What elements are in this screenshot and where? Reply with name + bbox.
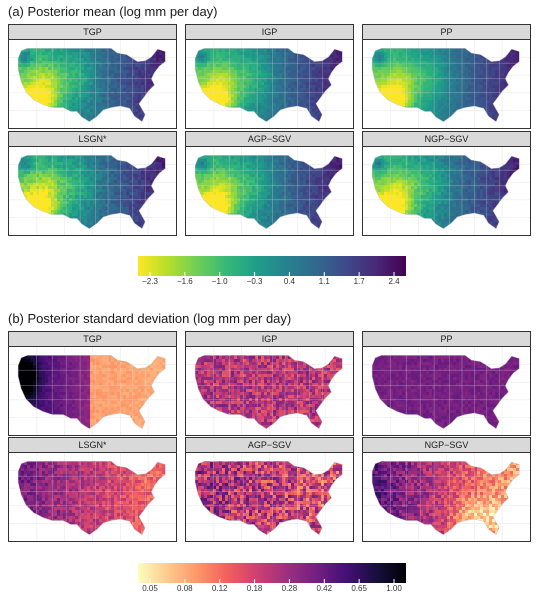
colorbar-tick-label: 2.4 [388,277,400,286]
us-outline [371,461,520,536]
panel-a-ngp-sgv-label: NGP−SGV [362,131,531,147]
panel-b-agp-sgv-label: AGP−SGV [185,437,354,453]
panel-b-igp-label: IGP [185,331,354,347]
panel-b-tgp-label: TGP [8,331,177,347]
panel-b-pp-label: PP [362,331,531,347]
panel-a-tgp: TGP [8,24,177,129]
colorbar-tick-label: 0.18 [246,584,263,593]
colorbar-tick-label: 0.42 [316,584,333,593]
panel-a-lsgn-map [8,147,177,236]
panel-b-tgp: TGP [8,331,177,436]
colorbar-b: 0.05 0.08 0.12 0.18 0.28 0.42 0.65 1.00 [138,563,406,593]
colorbar-b-gradient [138,563,406,583]
panel-a-pp-label: PP [362,24,531,40]
panel-b-ngp-sgv: NGP−SGV [362,437,531,542]
panel-a-igp-map [185,40,354,129]
colorbar-a: −2.3 −1.6 −1.0 −0.3 0.4 1.1 1.7 2.4 [138,256,406,286]
colorbar-tick-label: 0.65 [351,584,367,593]
section-a-title: (a) Posterior mean (log mm per day) [8,4,218,19]
panel-b-pp: PP [362,331,531,436]
colorbar-tick-label: 0.05 [142,584,158,593]
panel-b-lsgn: LSGN* [8,437,177,542]
us-outline [17,155,166,230]
colorbar-tick-label: −1.0 [211,277,228,286]
panel-a-tgp-map [8,40,177,129]
panel-b-lsgn-label: LSGN* [8,437,177,453]
us-outline [194,48,343,123]
colorbar-tick-label: 1.1 [318,277,330,286]
colorbar-tick-label: 0.08 [177,584,193,593]
panel-b-agp-sgv-map [185,453,354,542]
panel-b-agp-sgv: AGP−SGV [185,437,354,542]
section-b-title: (b) Posterior standard deviation (log mm… [8,311,292,326]
us-outline [371,48,520,123]
us-outline [371,155,520,230]
state-boundaries [18,461,166,535]
colorbar-tick-label: −2.3 [142,277,158,286]
panel-b-ngp-sgv-label: NGP−SGV [362,437,531,453]
colorbar-tick-label: −0.3 [246,277,263,286]
colorbar-gradient-rect [138,563,406,583]
colorbar-tick-label: 1.00 [386,584,402,593]
panel-b-igp-map [185,347,354,436]
colorbar-a-gradient [138,256,406,276]
colorbar-gradient-rect [138,256,406,276]
colorbar-tick-label: 0.12 [211,584,228,593]
panel-a-agp-sgv-label: AGP−SGV [185,131,354,147]
us-outline [194,355,343,430]
us-outline [17,48,166,123]
panel-a-lsgn-label: LSGN* [8,131,177,147]
panel-b-ngp-sgv-map [362,453,531,542]
panel-a-lsgn: LSGN* [8,131,177,236]
panel-a-igp: IGP [185,24,354,129]
colorbar-tick-label: 0.28 [281,584,298,593]
us-outline [194,155,343,230]
colorbar-tick-label: −1.6 [176,277,193,286]
panel-a-ngp-sgv: NGP−SGV [362,131,531,236]
us-outline [194,461,343,536]
panel-a-igp-label: IGP [185,24,354,40]
panel-a-tgp-label: TGP [8,24,177,40]
panel-a-pp: PP [362,24,531,129]
panel-a-pp-map [362,40,531,129]
us-outline [371,355,520,430]
colorbar-tick-label: 0.4 [283,277,295,286]
panel-b-pp-map [362,347,531,436]
us-outline [17,355,166,430]
state-boundaries [195,155,343,229]
panel-b-tgp-map [8,347,177,436]
panel-a-agp-sgv: AGP−SGV [185,131,354,236]
us-outline [17,461,166,536]
panel-a-agp-sgv-map [185,147,354,236]
colorbar-tick-label: 1.7 [353,277,365,286]
panel-b-lsgn-map [8,453,177,542]
panel-b-igp: IGP [185,331,354,436]
state-boundaries [195,48,343,122]
panel-a-ngp-sgv-map [362,147,531,236]
